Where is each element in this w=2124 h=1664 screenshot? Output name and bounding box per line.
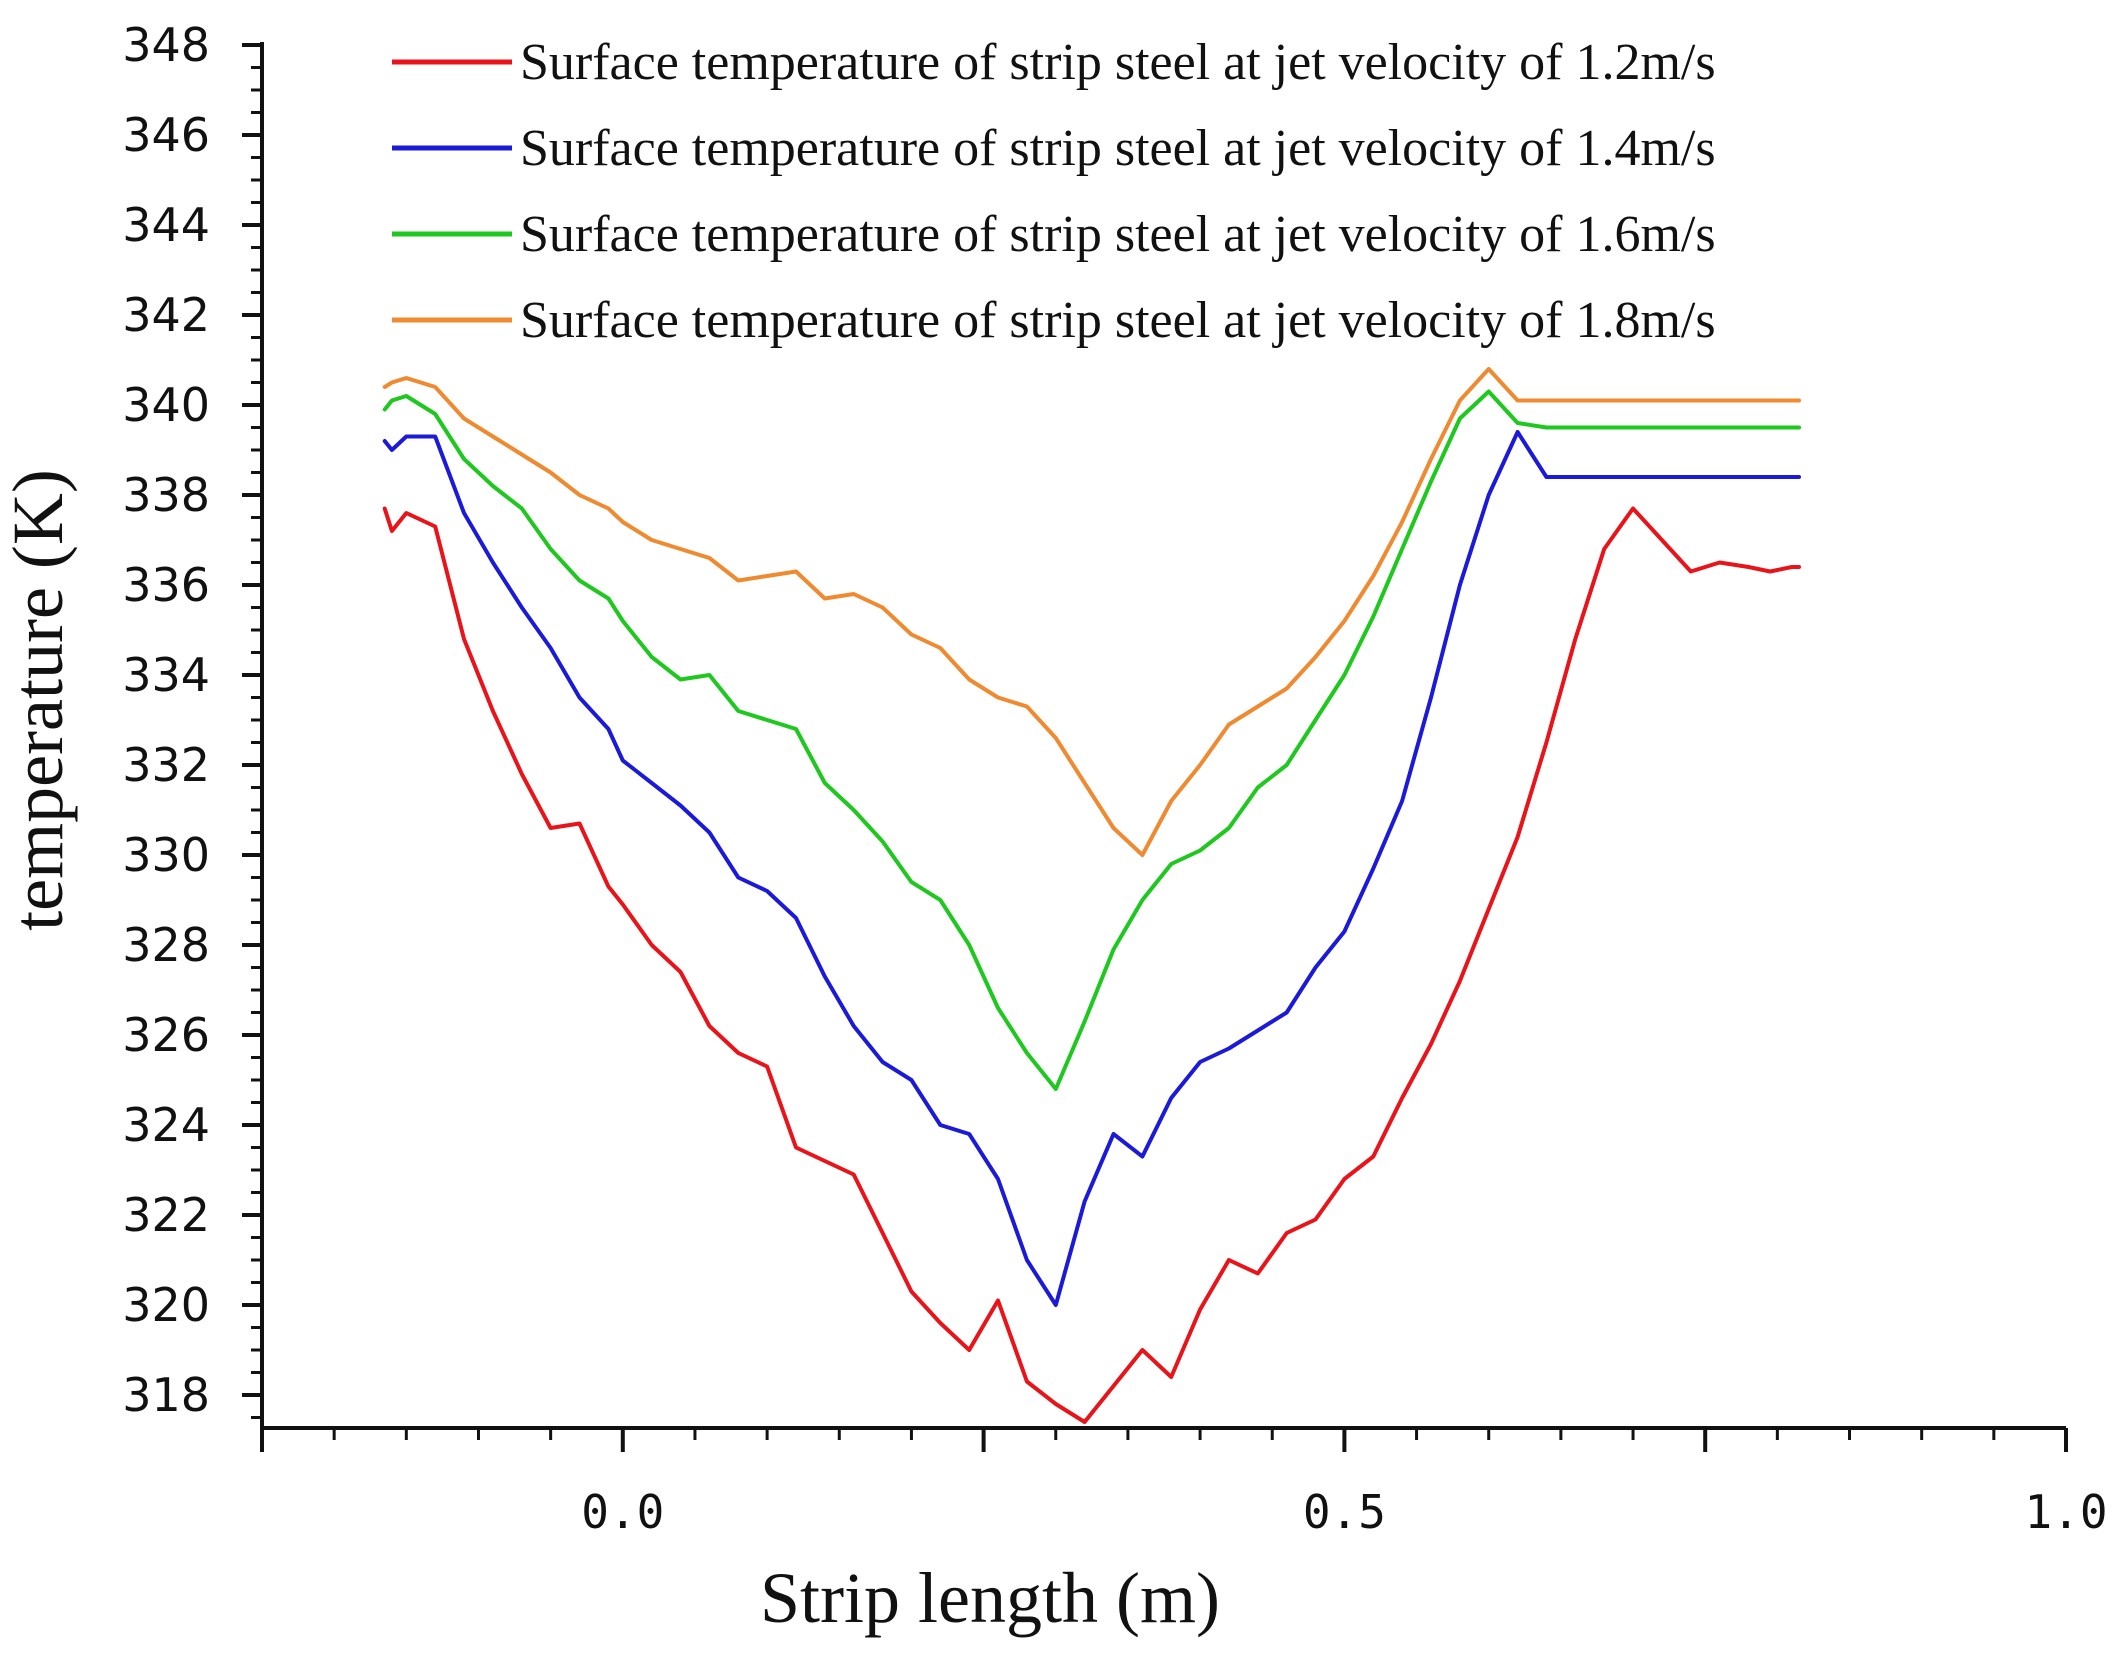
y-tick-label: 340 [122, 378, 210, 432]
y-tick-label: 344 [122, 198, 210, 252]
y-tick-label: 342 [122, 288, 210, 342]
x-tick-label: 0.0 [581, 1485, 664, 1539]
y-tick-label: 338 [122, 468, 210, 522]
x-tick-label: 1.0 [2024, 1485, 2107, 1539]
legend-label: Surface temperature of strip steel at je… [520, 206, 1716, 263]
y-tick-label: 322 [122, 1188, 210, 1242]
y-tick-label: 320 [122, 1278, 210, 1332]
y-axis-title: temperature (K) [0, 469, 78, 931]
axes: 318 320 322 324 326 328 330 332 334 336 338 340 342 3… [122, 18, 2107, 1539]
y-tick-label: 328 [122, 918, 210, 972]
series-line-4 [382, 367, 1801, 857]
y-tick-label: 348 [122, 18, 210, 72]
y-tick-label: 324 [122, 1098, 210, 1152]
series-lines [382, 367, 1801, 1424]
y-tick-label: 334 [122, 648, 210, 702]
series-line-1 [382, 506, 1801, 1424]
y-tick-label: 332 [122, 738, 210, 792]
legend-label: Surface temperature of strip steel at je… [520, 292, 1716, 349]
y-tick-label: 330 [122, 828, 210, 882]
series-line-3 [382, 389, 1801, 1091]
x-axis-title: Strip length (m) [760, 1558, 1220, 1638]
y-tick-label: 336 [122, 558, 210, 612]
legend-label: Surface temperature of strip steel at je… [520, 120, 1716, 177]
series-line-2 [382, 430, 1801, 1307]
y-tick-label: 346 [122, 108, 210, 162]
x-tick-label: 0.5 [1303, 1485, 1386, 1539]
legend-label: Surface temperature of strip steel at je… [520, 34, 1716, 91]
y-tick-label: 326 [122, 1008, 210, 1062]
y-tick-label: 318 [122, 1368, 210, 1422]
legend: Surface temperature of strip steel at je… [392, 34, 1716, 349]
